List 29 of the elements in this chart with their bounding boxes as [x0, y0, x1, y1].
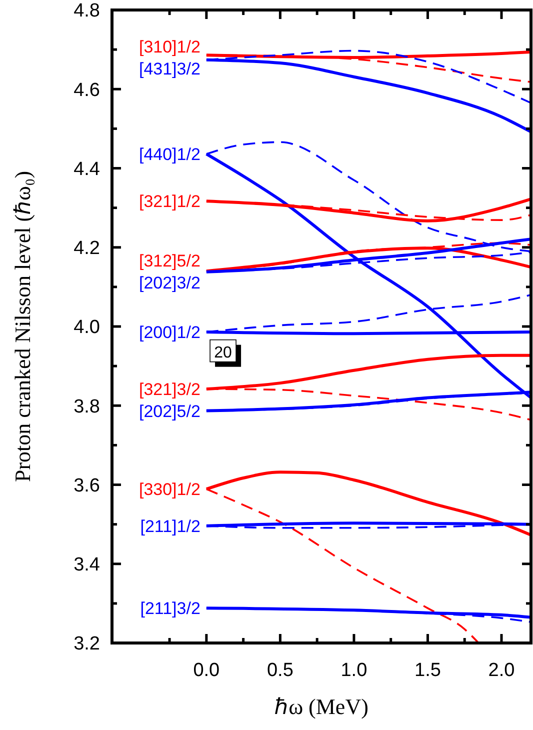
series-label: [211]1/2	[140, 516, 200, 536]
series-label: [321]1/2	[138, 192, 200, 212]
x-axis-title: ℏω (MeV)	[274, 694, 368, 719]
annotation: 20	[214, 344, 232, 362]
series-label: [330]1/2	[138, 480, 200, 500]
y-tick-label: 4.4	[74, 158, 100, 180]
series-label: [431]3/2	[138, 59, 200, 78]
series-label: [310]1/2	[138, 37, 200, 56]
series-label: [211]3/2	[140, 599, 200, 618]
series-label: [202]3/2	[138, 273, 200, 292]
y-tick-label: 3.8	[74, 396, 100, 418]
x-tick-label: 1.0	[340, 660, 368, 681]
series-label: [200]1/2	[138, 322, 200, 342]
y-tick-label: 4.2	[74, 238, 100, 260]
x-tick-label: 2.0	[488, 660, 515, 681]
y-tick-label: 4.0	[74, 317, 100, 338]
x-tick-label: 1.5	[414, 660, 441, 681]
series-label: [202]5/2	[138, 402, 200, 421]
y-tick-label: 3.4	[74, 554, 100, 576]
x-tick-label: 0.5	[266, 660, 294, 681]
series-label: [312]5/2	[138, 251, 200, 270]
y-tick-label: 3.6	[74, 475, 100, 496]
x-tick-label: 0.0	[193, 660, 220, 681]
series-label: [440]1/2	[138, 144, 200, 164]
y-tick-label: 4.8	[74, 0, 100, 22]
y-tick-label: 4.6	[74, 80, 100, 101]
y-tick-label: 3.2	[74, 634, 100, 655]
y-axis-title: Proton cranked Nilsson level (ℏω₀)	[10, 170, 35, 482]
series-label: [321]3/2	[138, 380, 200, 399]
